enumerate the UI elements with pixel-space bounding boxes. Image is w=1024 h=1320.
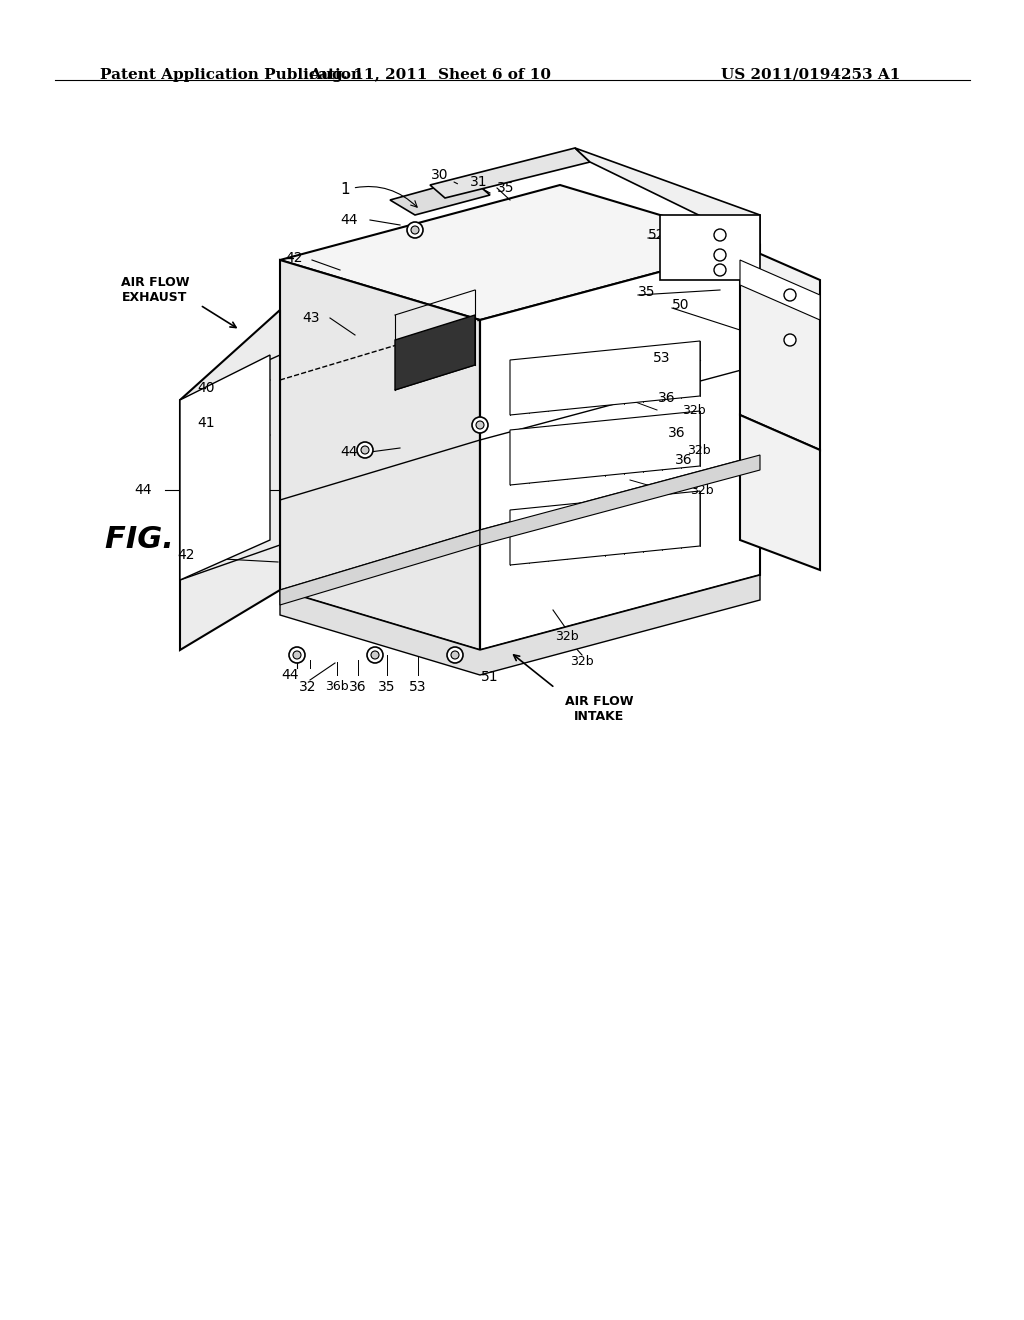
Text: 35: 35 — [378, 680, 395, 694]
Polygon shape — [740, 246, 820, 450]
Circle shape — [407, 222, 423, 238]
Text: 35: 35 — [638, 285, 655, 300]
Text: 36b: 36b — [326, 680, 349, 693]
Circle shape — [371, 651, 379, 659]
Text: 52: 52 — [648, 228, 666, 242]
Text: 51: 51 — [481, 671, 499, 684]
Text: 32: 32 — [299, 680, 316, 694]
Circle shape — [714, 264, 726, 276]
Circle shape — [447, 647, 463, 663]
Circle shape — [293, 651, 301, 659]
Polygon shape — [480, 455, 760, 545]
Circle shape — [714, 228, 726, 242]
Text: 42: 42 — [286, 251, 303, 265]
Polygon shape — [280, 531, 480, 605]
Text: 40: 40 — [198, 381, 215, 395]
Polygon shape — [510, 411, 700, 484]
Circle shape — [476, 421, 484, 429]
Text: AIR FLOW
EXHAUST: AIR FLOW EXHAUST — [121, 276, 189, 304]
Circle shape — [289, 647, 305, 663]
Circle shape — [367, 647, 383, 663]
Text: 36: 36 — [675, 453, 692, 467]
Polygon shape — [280, 576, 760, 675]
Polygon shape — [180, 310, 280, 649]
Text: 50: 50 — [672, 298, 689, 312]
Text: 35: 35 — [497, 181, 514, 195]
Text: 36: 36 — [668, 426, 686, 440]
Text: 44: 44 — [341, 213, 358, 227]
Text: 31: 31 — [470, 176, 487, 189]
Text: 32b: 32b — [690, 483, 714, 496]
Circle shape — [411, 226, 419, 234]
Circle shape — [357, 442, 373, 458]
Text: 32b: 32b — [687, 444, 711, 457]
Text: 44: 44 — [341, 445, 358, 459]
Polygon shape — [390, 178, 490, 215]
Polygon shape — [430, 148, 590, 198]
Circle shape — [451, 651, 459, 659]
Circle shape — [784, 334, 796, 346]
Text: FIG. 6: FIG. 6 — [105, 525, 206, 554]
Text: AIR FLOW
INTAKE: AIR FLOW INTAKE — [565, 696, 634, 723]
Polygon shape — [740, 260, 820, 319]
Polygon shape — [280, 185, 760, 319]
Circle shape — [361, 446, 369, 454]
Polygon shape — [395, 315, 475, 389]
Text: 1: 1 — [340, 182, 417, 207]
Text: 44: 44 — [282, 668, 299, 682]
Polygon shape — [180, 355, 270, 579]
Polygon shape — [740, 414, 820, 570]
Text: 43: 43 — [302, 312, 319, 325]
Text: Aug. 11, 2011  Sheet 6 of 10: Aug. 11, 2011 Sheet 6 of 10 — [309, 69, 551, 82]
Circle shape — [784, 289, 796, 301]
Text: 32b: 32b — [555, 630, 579, 643]
Polygon shape — [660, 215, 760, 280]
Polygon shape — [510, 491, 700, 565]
Text: 32b: 32b — [682, 404, 706, 417]
Text: 32b: 32b — [570, 655, 594, 668]
Text: US 2011/0194253 A1: US 2011/0194253 A1 — [721, 69, 900, 82]
Text: 36: 36 — [349, 680, 367, 694]
Text: 36: 36 — [658, 391, 676, 405]
Polygon shape — [575, 148, 760, 246]
Text: Patent Application Publication: Patent Application Publication — [100, 69, 362, 82]
Text: 53: 53 — [653, 351, 671, 366]
Polygon shape — [280, 260, 480, 649]
Circle shape — [714, 249, 726, 261]
Text: 42: 42 — [177, 548, 195, 562]
Text: 30: 30 — [431, 168, 458, 183]
Text: 44: 44 — [134, 483, 152, 498]
Text: 41: 41 — [198, 416, 215, 430]
Polygon shape — [510, 341, 700, 414]
Circle shape — [472, 417, 488, 433]
Polygon shape — [480, 246, 760, 649]
Text: 53: 53 — [410, 680, 427, 694]
